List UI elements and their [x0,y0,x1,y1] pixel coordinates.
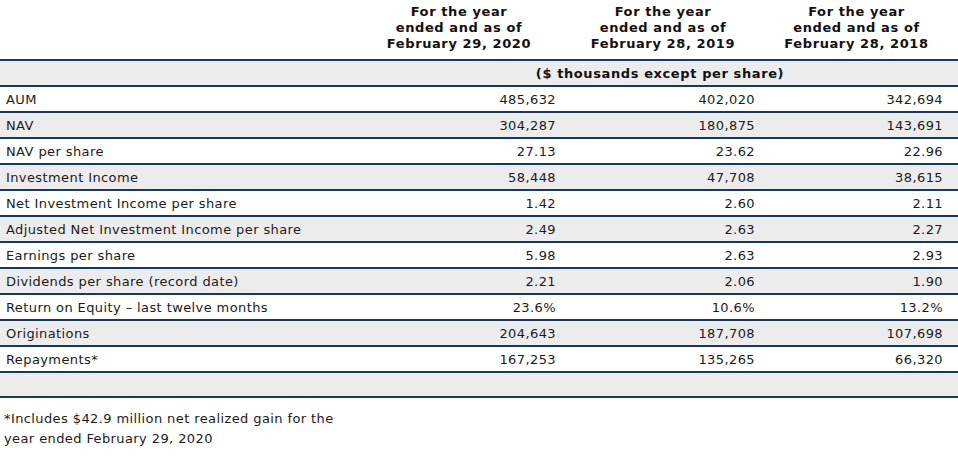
table-row: Earnings per share5.982.632.93 [0,242,958,268]
row-value: 58,448 [362,164,571,190]
row-value: 1.42 [362,190,571,216]
row-value: 13.2% [770,294,958,320]
row-value: 2.63 [571,216,770,242]
table-row: NAV304,287180,875143,691 [0,112,958,138]
row-value: 2.60 [571,190,770,216]
column-header-row: For the year ended and as of February 29… [0,0,958,60]
table-row: Originations204,643187,708107,698 [0,320,958,346]
row-value: 143,691 [770,112,958,138]
row-label: AUM [0,86,362,112]
row-label: Dividends per share (record date) [0,268,362,294]
row-value: 187,708 [571,320,770,346]
spacer-cell [0,372,958,397]
row-value: 342,694 [770,86,958,112]
row-label: Net Investment Income per share [0,190,362,216]
column-header-fy2019: For the year ended and as of February 28… [571,0,770,60]
row-value: 10.6% [571,294,770,320]
row-value: 27.13 [362,138,571,164]
column-header-fy2018: For the year ended and as of February 28… [770,0,958,60]
units-row: ($ thousands except per share) [0,60,958,86]
table-row: Investment Income58,44847,70838,615 [0,164,958,190]
row-value: 2.06 [571,268,770,294]
row-value: 135,265 [571,346,770,372]
column-header-fy2020: For the year ended and as of February 29… [362,0,571,60]
table-row: NAV per share27.1323.6222.96 [0,138,958,164]
row-label: Adjusted Net Investment Income per share [0,216,362,242]
row-value: 2.49 [362,216,571,242]
row-value: 2.63 [571,242,770,268]
table-row: Adjusted Net Investment Income per share… [0,216,958,242]
table-row: AUM485,632402,020342,694 [0,86,958,112]
table-row: Return on Equity – last twelve months23.… [0,294,958,320]
spacer-row [0,372,958,397]
row-value: 22.96 [770,138,958,164]
row-value: 2.11 [770,190,958,216]
row-value: 204,643 [362,320,571,346]
table-row: Net Investment Income per share1.422.602… [0,190,958,216]
footnote: *Includes $42.9 million net realized gai… [4,409,958,449]
row-value: 1.90 [770,268,958,294]
row-value: 180,875 [571,112,770,138]
header-spacer-cell [0,0,362,60]
row-value: 402,020 [571,86,770,112]
row-label: Return on Equity – last twelve months [0,294,362,320]
table-row: Repayments*167,253135,26566,320 [0,346,958,372]
table-body: AUM485,632402,020342,694NAV304,287180,87… [0,86,958,397]
row-value: 23.6% [362,294,571,320]
row-value: 167,253 [362,346,571,372]
row-value: 107,698 [770,320,958,346]
row-value: 304,287 [362,112,571,138]
table-row: Dividends per share (record date)2.212.0… [0,268,958,294]
row-label: Investment Income [0,164,362,190]
row-value: 47,708 [571,164,770,190]
row-value: 38,615 [770,164,958,190]
row-label: NAV [0,112,362,138]
row-value: 5.98 [362,242,571,268]
row-value: 485,632 [362,86,571,112]
row-value: 2.27 [770,216,958,242]
units-spacer-cell [0,60,362,86]
row-label: Earnings per share [0,242,362,268]
row-value: 2.93 [770,242,958,268]
units-note: ($ thousands except per share) [362,60,958,86]
row-label: NAV per share [0,138,362,164]
row-value: 2.21 [362,268,571,294]
row-label: Repayments* [0,346,362,372]
row-value: 23.62 [571,138,770,164]
row-value: 66,320 [770,346,958,372]
row-label: Originations [0,320,362,346]
financial-summary-table: For the year ended and as of February 29… [0,0,958,398]
